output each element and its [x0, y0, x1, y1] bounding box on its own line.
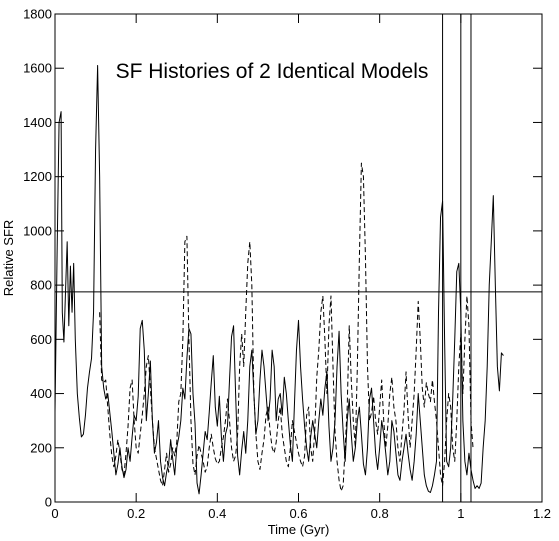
dashed-series-line [99, 162, 474, 492]
y-tick-label: 1800 [23, 7, 52, 22]
x-tick-label: 0.4 [208, 506, 226, 521]
x-axis-label: Time (Gyr) [268, 522, 330, 537]
chart-title: SF Histories of 2 Identical Models [116, 60, 429, 83]
x-tick-label: 0 [51, 506, 58, 521]
y-tick-label: 800 [30, 278, 52, 293]
x-tick-label: 0.6 [289, 506, 307, 521]
y-tick-label: 1400 [23, 115, 52, 130]
x-tick-label: 0.2 [127, 506, 145, 521]
y-tick-label: 1600 [23, 61, 52, 76]
y-tick-label: 400 [30, 386, 52, 401]
x-tick-label: 1 [457, 506, 464, 521]
y-tick-label: 200 [30, 440, 52, 455]
y-tick-label: 1000 [23, 223, 52, 238]
plot-area-border [54, 13, 543, 503]
x-tick-label: 0.8 [371, 506, 389, 521]
solid-series-line [54, 65, 504, 495]
x-tick-label: 1.2 [533, 506, 551, 521]
axis-ticks: 0 0.2 0.4 0.6 0.8 1 1.2 0 200 400 600 800 1000 1200 14… [23, 7, 551, 522]
y-tick-label: 1200 [23, 169, 52, 184]
y-tick-label: 600 [30, 332, 52, 347]
y-tick-label: 0 [45, 495, 52, 510]
plot-frame [54, 13, 543, 503]
reference-lines [55, 14, 542, 502]
series-lines [54, 65, 504, 495]
y-axis-label: Relative SFR [1, 220, 16, 297]
